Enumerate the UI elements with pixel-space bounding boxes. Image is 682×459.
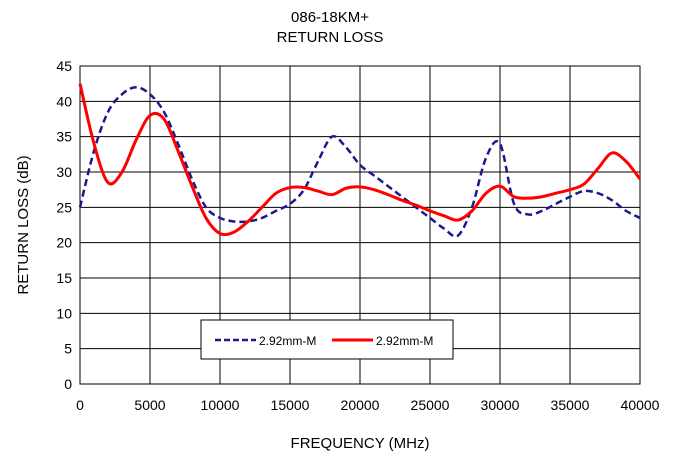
x-tick-label: 10000 [201, 397, 240, 413]
series-lines [78, 83, 642, 238]
x-axis-label: FREQUENCY (MHz) [291, 435, 430, 452]
x-tick-label: 40000 [621, 397, 660, 413]
x-tick-label: 0 [76, 397, 84, 413]
x-tick-label: 15000 [271, 397, 310, 413]
y-tick-label: 40 [56, 93, 72, 109]
y-tick-label: 30 [56, 164, 72, 180]
legend: 2.92mm-M 2.92mm-M [200, 319, 454, 360]
y-tick-label: 15 [56, 270, 72, 286]
y-tick-label: 0 [64, 376, 72, 392]
y-axis-label: RETURN LOSS (dB) [15, 155, 32, 294]
x-tick-label: 35000 [551, 397, 590, 413]
series-line-2 [78, 83, 642, 237]
y-tick-label: 10 [56, 305, 72, 321]
chart-title-line-1: 086-18KM+ [291, 9, 369, 26]
tick-labels: 0 5000 10000 15000 20000 25000 30000 35000 40000… [56, 58, 659, 413]
y-tick-label: 35 [56, 129, 72, 145]
y-tick-label: 25 [56, 199, 72, 215]
grid [79, 65, 641, 385]
legend-label-series-2: 2.92mm-M [376, 334, 433, 348]
chart-title-line-2: RETURN LOSS [277, 29, 384, 46]
x-tick-label: 30000 [481, 397, 520, 413]
x-tick-label: 5000 [134, 397, 165, 413]
y-tick-label: 45 [56, 58, 72, 74]
legend-label-series-1: 2.92mm-M [259, 334, 316, 348]
x-tick-label: 20000 [341, 397, 380, 413]
series-line-1 [78, 85, 641, 238]
y-tick-label: 20 [56, 235, 72, 251]
plot-area [79, 65, 641, 385]
y-tick-label: 5 [64, 341, 72, 357]
x-tick-label: 25000 [411, 397, 450, 413]
